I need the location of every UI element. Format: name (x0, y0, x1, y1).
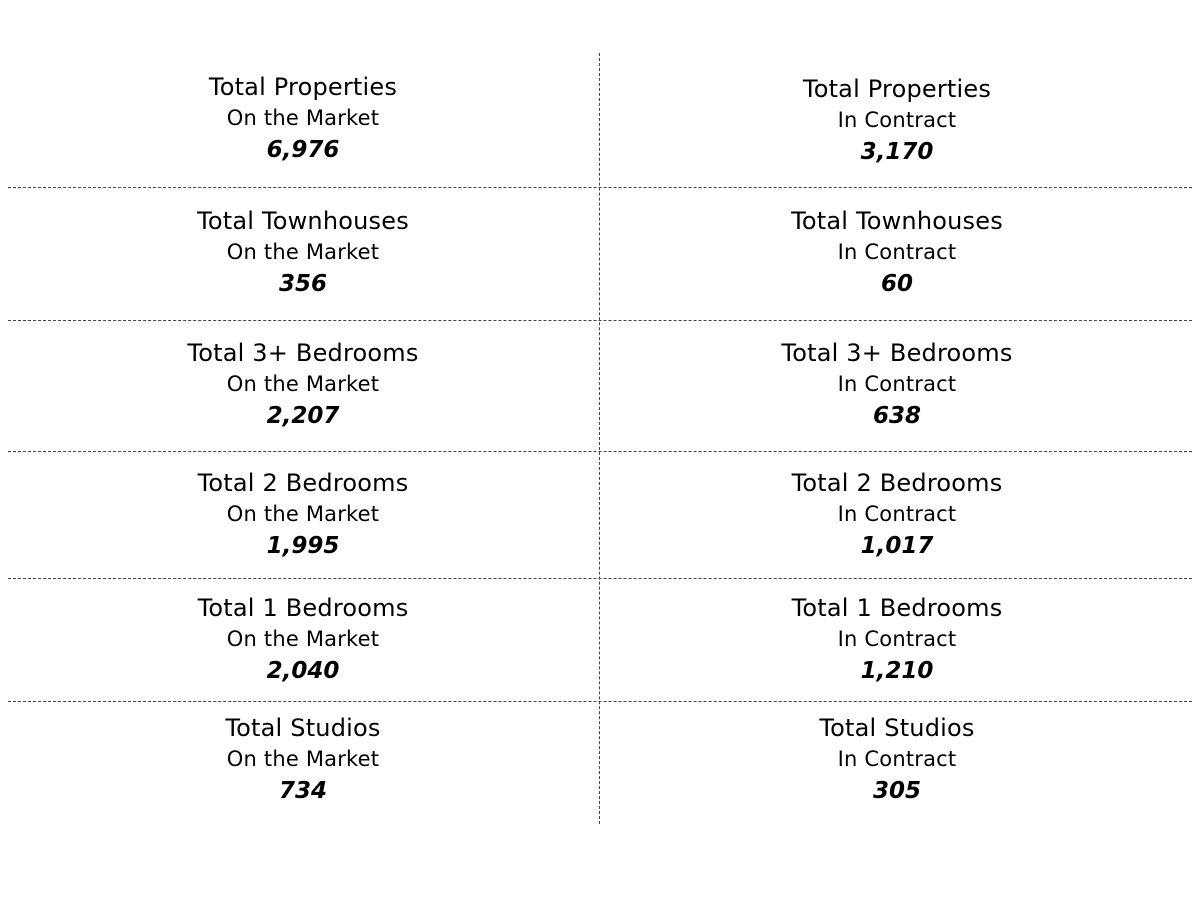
stat-status: On the Market (226, 502, 380, 526)
stat-value: 1,995 (266, 533, 340, 559)
stat-status: In Contract (837, 747, 957, 771)
stat-status: In Contract (837, 240, 957, 264)
stat-title: Total 3+ Bedrooms (187, 339, 419, 367)
stat-value: 638 (872, 403, 921, 429)
stat-cell-1-bedrooms-on-market: Total 1 Bedrooms On the Market 2,040 (3, 593, 603, 688)
row-divider (8, 701, 1192, 702)
stat-cell-2-bedrooms-in-contract: Total 2 Bedrooms In Contract 1,017 (597, 468, 1197, 563)
stat-title: Total Townhouses (791, 207, 1003, 235)
stat-title: Total Studios (819, 714, 975, 742)
stat-status: On the Market (226, 372, 380, 396)
row-divider (8, 187, 1192, 188)
stat-value: 2,040 (266, 658, 340, 684)
stat-cell-townhouses-in-contract: Total Townhouses In Contract 60 (597, 206, 1197, 301)
stat-cell-properties-on-market: Total Properties On the Market 6,976 (3, 72, 603, 167)
stat-cell-townhouses-on-market: Total Townhouses On the Market 356 (3, 206, 603, 301)
stat-cell-3plus-bedrooms-on-market: Total 3+ Bedrooms On the Market 2,207 (3, 338, 603, 433)
stat-title: Total 1 Bedrooms (791, 594, 1003, 622)
stat-cell-studios-on-market: Total Studios On the Market 734 (3, 713, 603, 808)
stat-title: Total 2 Bedrooms (197, 469, 409, 497)
stat-title: Total Studios (225, 714, 381, 742)
stat-title: Total Townhouses (197, 207, 409, 235)
stat-status: On the Market (226, 627, 380, 651)
row-divider (8, 578, 1192, 579)
stat-title: Total 1 Bedrooms (197, 594, 409, 622)
stat-value: 305 (872, 778, 921, 804)
stat-cell-1-bedrooms-in-contract: Total 1 Bedrooms In Contract 1,210 (597, 593, 1197, 688)
row-divider (8, 451, 1192, 452)
stat-title: Total 2 Bedrooms (791, 469, 1003, 497)
stat-status: In Contract (837, 502, 957, 526)
stat-status: In Contract (837, 108, 957, 132)
stat-value: 6,976 (266, 137, 340, 163)
stat-value: 1,017 (860, 533, 934, 559)
stat-status: On the Market (226, 240, 380, 264)
stat-value: 2,207 (266, 403, 340, 429)
stat-cell-properties-in-contract: Total Properties In Contract 3,170 (597, 74, 1197, 169)
stat-status: In Contract (837, 372, 957, 396)
stat-cell-3plus-bedrooms-in-contract: Total 3+ Bedrooms In Contract 638 (597, 338, 1197, 433)
stat-title: Total Properties (802, 75, 992, 103)
stat-status: On the Market (226, 106, 380, 130)
stat-status: In Contract (837, 627, 957, 651)
stat-value: 1,210 (860, 658, 934, 684)
stat-value: 734 (278, 778, 327, 804)
stat-status: On the Market (226, 747, 380, 771)
stat-value: 3,170 (860, 139, 934, 165)
row-divider (8, 320, 1192, 321)
stat-cell-2-bedrooms-on-market: Total 2 Bedrooms On the Market 1,995 (3, 468, 603, 563)
stat-value: 60 (880, 271, 913, 297)
stat-cell-studios-in-contract: Total Studios In Contract 305 (597, 713, 1197, 808)
stat-title: Total Properties (208, 73, 398, 101)
stat-title: Total 3+ Bedrooms (781, 339, 1013, 367)
stat-value: 356 (278, 271, 327, 297)
column-divider (599, 53, 600, 824)
